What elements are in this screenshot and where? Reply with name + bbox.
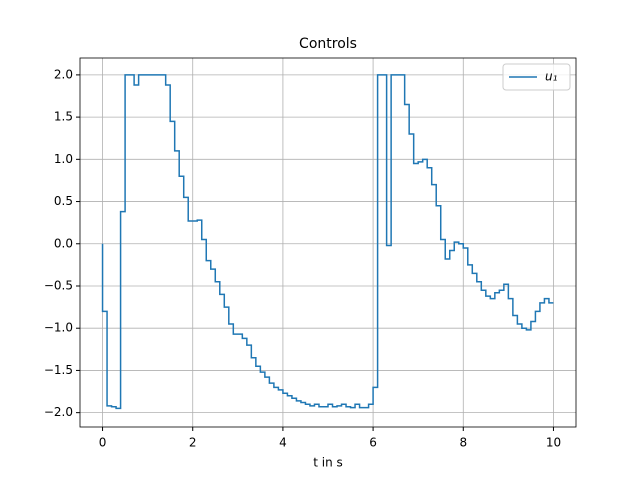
chart-title: Controls xyxy=(299,36,357,52)
x-tick-label: 6 xyxy=(369,436,377,450)
y-tick-label: 1.0 xyxy=(54,152,73,166)
y-tick-label: −1.0 xyxy=(44,321,73,335)
y-tick-label: 1.5 xyxy=(54,110,73,124)
y-tick-label: −2.0 xyxy=(44,405,73,419)
y-tick-label: 0.5 xyxy=(54,194,73,208)
x-tick-label: 2 xyxy=(189,436,197,450)
plot-frame xyxy=(79,57,577,428)
data-line xyxy=(101,74,554,410)
x-tick-label: 0 xyxy=(99,436,107,450)
y-tick-label: −1.5 xyxy=(44,363,73,377)
x-tick-label: 4 xyxy=(279,436,287,450)
x-tick-label: 10 xyxy=(546,436,561,450)
legend-label: u₁ xyxy=(545,70,558,84)
y-tick-label: 2.0 xyxy=(54,67,73,81)
x-axis-label: t in s xyxy=(313,456,343,470)
y-tick-label: 0.0 xyxy=(54,236,73,250)
x-tick-label: 8 xyxy=(459,436,467,450)
y-tick-label: −0.5 xyxy=(44,278,73,292)
